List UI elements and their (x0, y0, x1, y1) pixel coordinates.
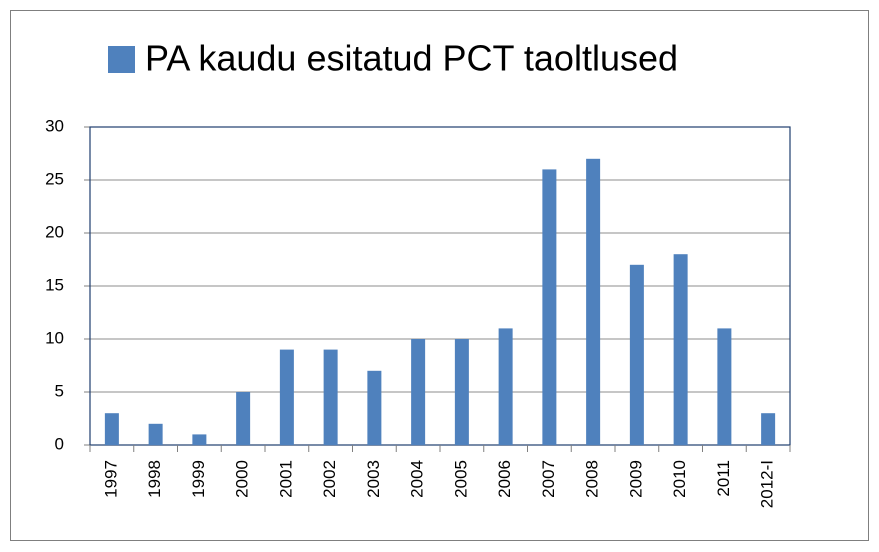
bar (411, 339, 426, 445)
legend-label: PA kaudu esitatud PCT taoltlused (145, 38, 678, 79)
x-tick-label: 2011 (714, 460, 733, 497)
x-tick-label: 2007 (539, 460, 558, 498)
bar (673, 254, 688, 445)
y-tick-label: 20 (45, 222, 64, 241)
x-tick-label: 2012-I (758, 460, 777, 508)
bar (717, 328, 732, 445)
bar (629, 264, 644, 445)
x-tick-label: 1998 (145, 460, 164, 498)
y-tick-label: 25 (45, 169, 64, 188)
y-tick-label: 15 (45, 275, 64, 294)
x-tick-label: 2008 (583, 460, 602, 498)
x-tick-label: 1999 (189, 460, 208, 498)
bar (192, 434, 207, 445)
chart-border (10, 10, 869, 541)
x-tick-label: 2001 (276, 460, 295, 498)
x-tick-label: 1997 (101, 460, 120, 498)
bar (236, 392, 251, 445)
legend-swatch (108, 46, 135, 73)
x-tick-label: 2000 (233, 460, 252, 498)
x-tick-label: 2003 (364, 460, 383, 498)
y-tick-label: 10 (45, 328, 64, 347)
bar (761, 413, 776, 445)
y-tick-label: 30 (45, 116, 64, 135)
x-tick-label: 2002 (320, 460, 339, 498)
x-tick-label: 2005 (451, 460, 470, 498)
x-tick-label: 2006 (495, 460, 514, 498)
bar (586, 158, 601, 446)
bar (148, 423, 163, 445)
y-tick-label: 5 (55, 381, 64, 400)
bar (367, 370, 382, 445)
x-tick-label: 2004 (408, 460, 427, 498)
bar (542, 169, 557, 445)
legend: PA kaudu esitatud PCT taoltlused (108, 38, 678, 79)
y-tick-label: 0 (55, 434, 64, 453)
x-tick-label: 2010 (670, 460, 689, 498)
bar (279, 349, 294, 445)
bar (454, 339, 469, 445)
bar (104, 413, 119, 445)
x-tick-label: 2009 (626, 460, 645, 498)
bar (498, 328, 513, 445)
bar (323, 349, 338, 445)
